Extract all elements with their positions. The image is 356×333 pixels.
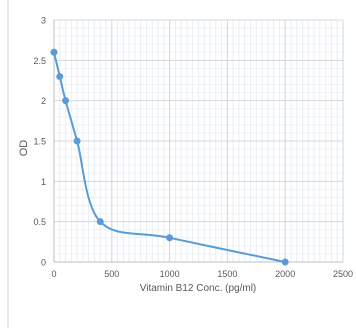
y-tick-label: 2	[41, 96, 46, 106]
data-point	[73, 137, 81, 145]
y-tick-label: 3	[41, 16, 46, 26]
y-tick-label: 0.5	[33, 217, 46, 227]
x-tick-label: 1500	[217, 269, 237, 279]
y-tick-label: 1	[41, 177, 46, 187]
axes	[53, 20, 343, 263]
series-points	[50, 48, 289, 266]
x-tick-label: 1000	[160, 269, 180, 279]
data-point	[166, 234, 174, 242]
x-tick-label: 2000	[275, 269, 295, 279]
x-tick-label: 500	[104, 269, 119, 279]
y-tick-label: 1.5	[33, 137, 46, 147]
x-tick-label: 2500	[333, 269, 353, 279]
y-tick-label: 2.5	[33, 56, 46, 66]
x-tick-label: 0	[51, 269, 56, 279]
data-point	[281, 258, 289, 266]
data-point	[62, 97, 70, 105]
y-tick-labels: 0 0.5 1 1.5 2 2.5 3	[33, 16, 46, 268]
data-point	[56, 72, 64, 80]
y-axis-label: OD	[18, 140, 30, 157]
data-point	[96, 218, 104, 226]
x-tick-labels: 0 500 1000 1500 2000 2500	[51, 269, 353, 279]
x-axis-label: Vitamin B12 Conc. (pg/ml)	[140, 283, 257, 294]
data-point	[50, 48, 58, 56]
y-tick-label: 0	[41, 258, 46, 268]
